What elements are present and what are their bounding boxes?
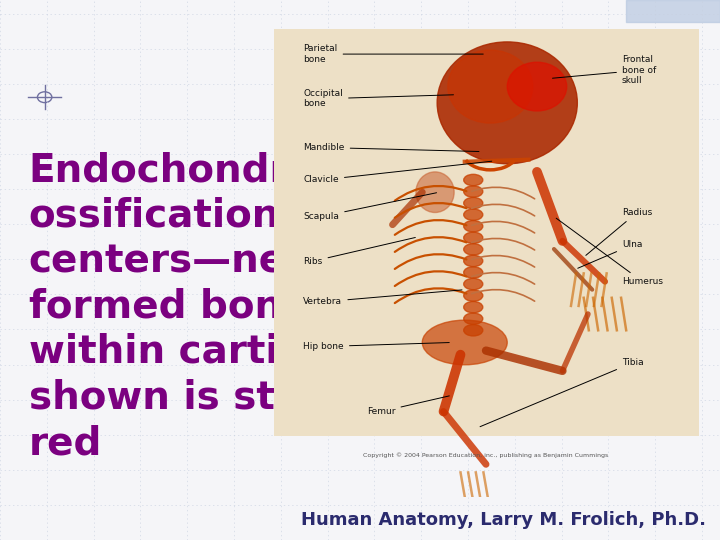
Text: Occipital
bone: Occipital bone <box>303 89 454 109</box>
Ellipse shape <box>464 325 483 336</box>
Ellipse shape <box>448 50 533 123</box>
Text: Humerus: Humerus <box>557 218 663 286</box>
Ellipse shape <box>464 186 483 197</box>
Ellipse shape <box>464 174 483 186</box>
Text: Copyright © 2004 Pearson Education, inc., publishing as Benjamin Cummings: Copyright © 2004 Pearson Education, inc.… <box>364 452 608 458</box>
Ellipse shape <box>464 198 483 209</box>
Ellipse shape <box>416 172 454 213</box>
Ellipse shape <box>464 267 483 278</box>
Text: Endochondral
ossification
centers—newly
formed bone
within cartilage
shown is st: Endochondral ossification centers—newly … <box>29 151 396 462</box>
Ellipse shape <box>507 62 567 111</box>
Ellipse shape <box>464 278 483 290</box>
Text: Femur: Femur <box>367 396 449 416</box>
Text: Tibia: Tibia <box>480 358 644 427</box>
Text: Ulna: Ulna <box>577 240 642 268</box>
Text: Parietal
bone: Parietal bone <box>303 44 483 64</box>
Ellipse shape <box>464 301 483 313</box>
Text: Frontal
bone of
skull: Frontal bone of skull <box>552 56 656 85</box>
Text: Vertebra: Vertebra <box>303 290 462 306</box>
Ellipse shape <box>464 220 483 232</box>
Text: Human Anatomy, Larry M. Frolich, Ph.D.: Human Anatomy, Larry M. Frolich, Ph.D. <box>301 511 706 529</box>
Ellipse shape <box>464 255 483 267</box>
Ellipse shape <box>464 209 483 220</box>
Ellipse shape <box>464 290 483 301</box>
Text: Clavicle: Clavicle <box>303 161 492 185</box>
Text: Mandible: Mandible <box>303 143 479 152</box>
Ellipse shape <box>464 313 483 325</box>
Ellipse shape <box>464 244 483 255</box>
Ellipse shape <box>464 232 483 244</box>
Text: Hip bone: Hip bone <box>303 342 449 351</box>
Ellipse shape <box>422 320 507 365</box>
Text: Scapula: Scapula <box>303 193 436 221</box>
Text: Radius: Radius <box>586 208 652 255</box>
Text: Ribs: Ribs <box>303 238 415 266</box>
Ellipse shape <box>437 42 577 164</box>
